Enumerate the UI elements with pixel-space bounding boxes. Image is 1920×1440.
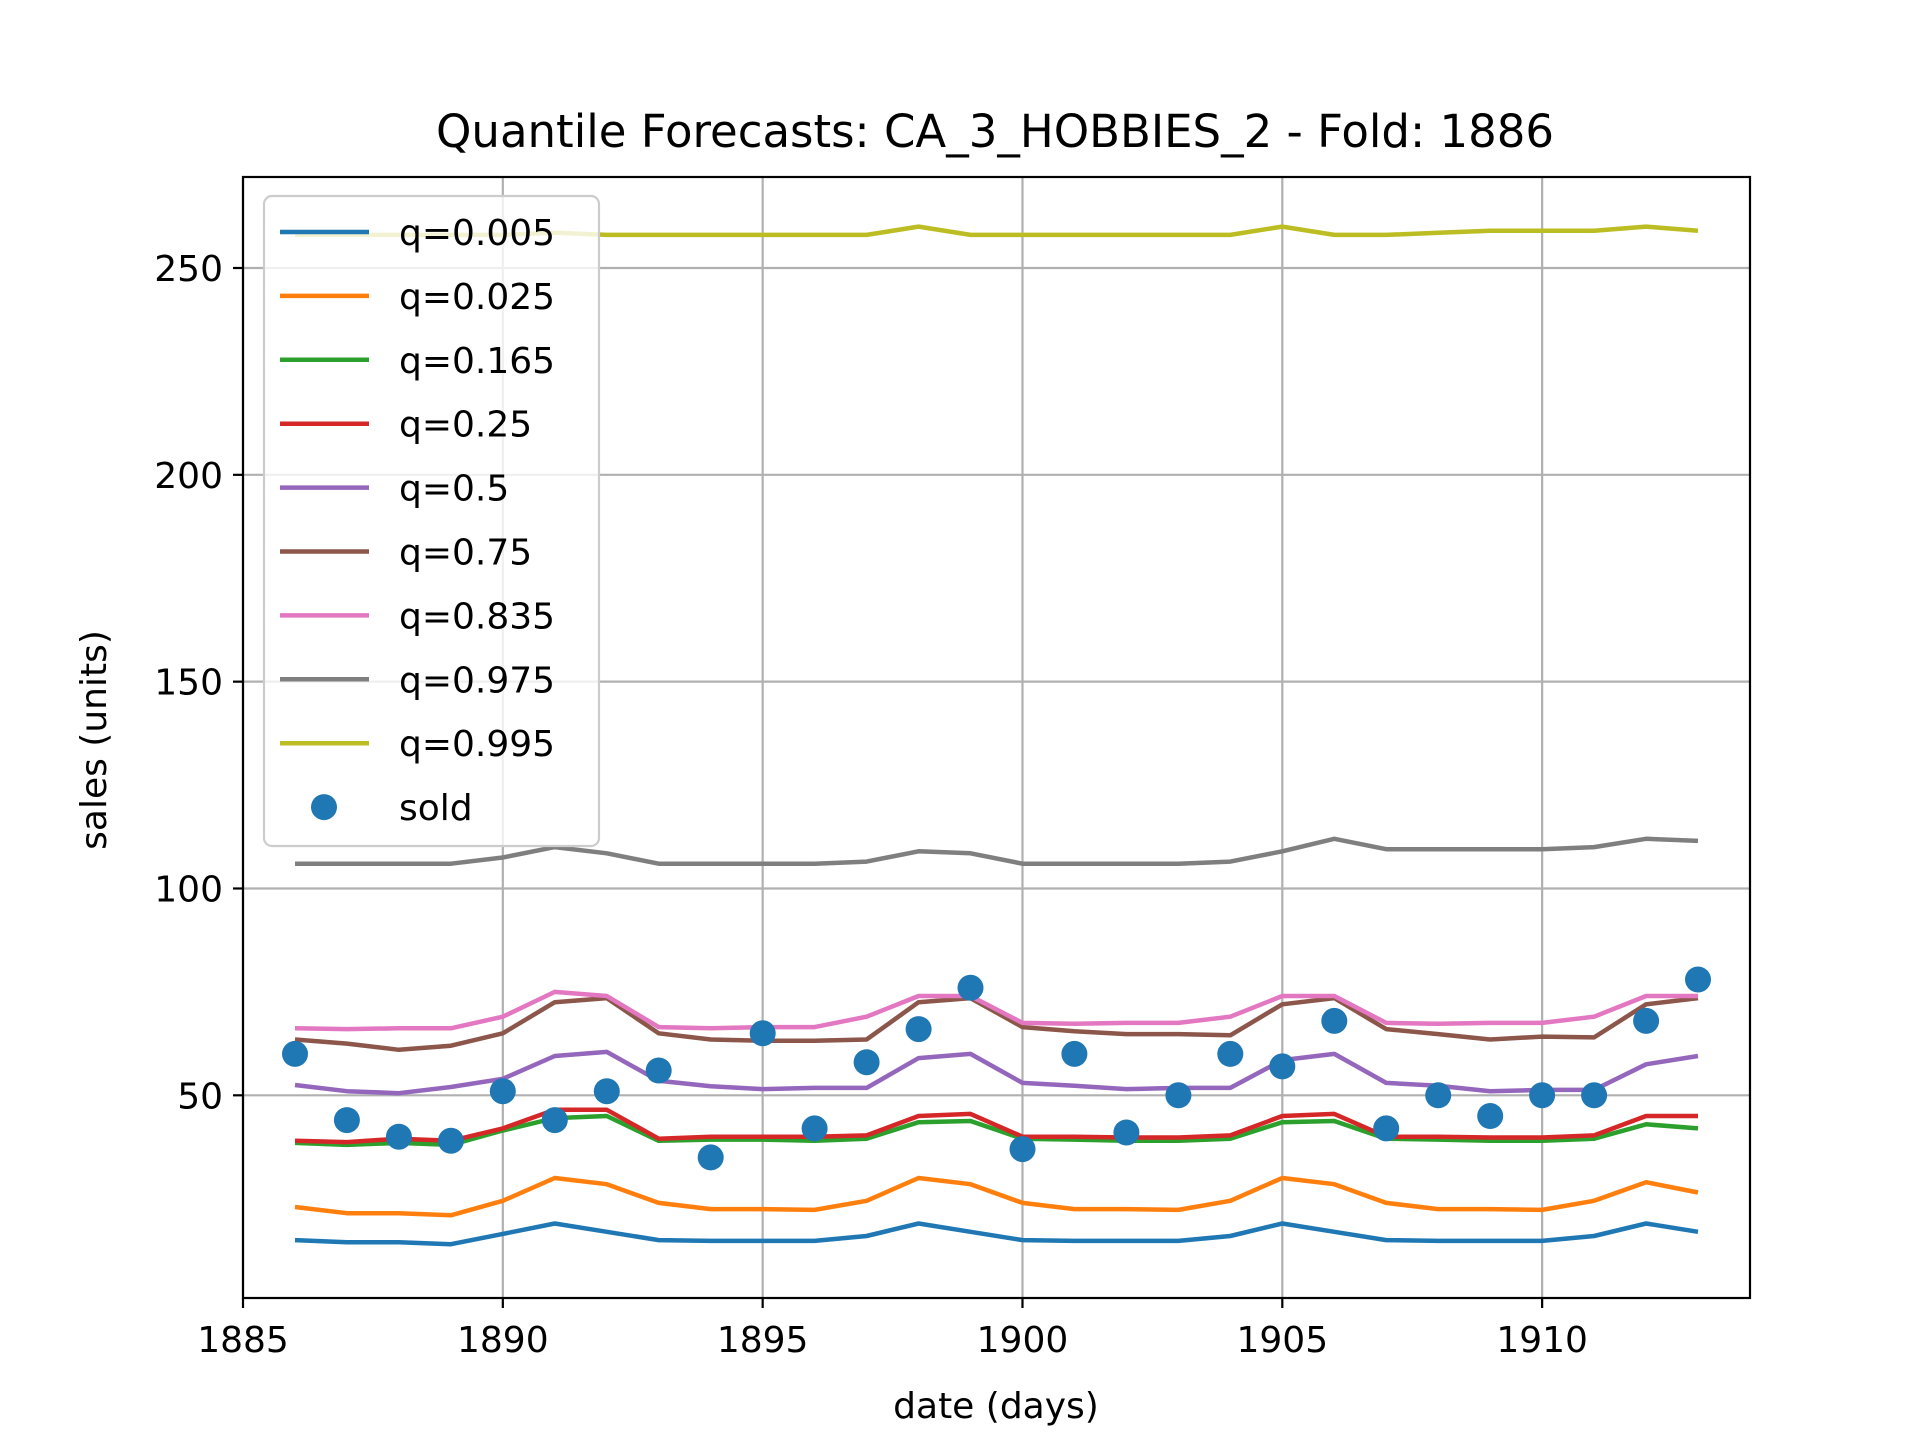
axis-ticks: 1885 1890 1895 1900 1905 1910 50 100 150 200 250 (154, 249, 1588, 1361)
legend-label: q=0.835 (399, 596, 555, 637)
legend-label: q=0.005 (399, 213, 555, 254)
plot-frame (241, 175, 1752, 1300)
x-tick-label: 1900 (977, 1320, 1069, 1361)
legend-label: q=0.995 (399, 724, 555, 765)
x-axis-label: date (days) (893, 1386, 1099, 1427)
x-tick-label: 1910 (1496, 1320, 1588, 1361)
series-lines (294, 224, 1699, 1247)
sold-point (437, 1127, 464, 1154)
legend-label: q=0.25 (399, 405, 532, 446)
legend-label: q=0.5 (399, 469, 509, 510)
legend: q=0.005 q=0.025 q=0.165 q=0.25 q=0.5 q=0.75 q=… (262, 194, 601, 848)
sold-point (1269, 1053, 1296, 1080)
sold-point (853, 1049, 880, 1076)
sold-point (1633, 1007, 1660, 1034)
sold-point (697, 1144, 724, 1171)
sold-point (593, 1078, 620, 1105)
sold-point (1113, 1119, 1140, 1146)
sold-points (282, 966, 1711, 1171)
sold-point (1529, 1082, 1556, 1109)
sold-point (282, 1040, 308, 1067)
legend-item: q=0.25 (280, 405, 532, 446)
legend-item: q=0.995 (280, 724, 555, 765)
legend-swatch (311, 794, 337, 821)
legend-item: sold (311, 788, 473, 829)
sold-point (1425, 1082, 1452, 1109)
legend-label: q=0.75 (399, 533, 532, 574)
y-tick-label: 100 (154, 869, 223, 910)
y-tick-label: 200 (154, 456, 223, 497)
legend-label: q=0.975 (399, 660, 555, 701)
sold-point (1321, 1007, 1348, 1034)
sold-point (333, 1107, 360, 1134)
sold-point (1685, 966, 1711, 993)
sold-point (1581, 1082, 1608, 1109)
sold-point (1009, 1136, 1036, 1163)
legend-item: q=0.165 (280, 341, 555, 382)
legend-item: q=0.75 (280, 533, 532, 574)
x-tick-label: 1885 (197, 1320, 289, 1361)
series-line-q=0.75 (294, 995, 1699, 1053)
sold-point (1477, 1103, 1504, 1129)
y-axis-label: sales (units) (74, 630, 115, 850)
series-line-q=0.835 (294, 989, 1698, 1032)
sold-point (1165, 1082, 1192, 1109)
y-tick-label: 250 (154, 249, 223, 290)
sold-point (1061, 1040, 1088, 1067)
series-line-q=0.975 (295, 836, 1699, 866)
series-line-q=0.025 (294, 1175, 1699, 1218)
x-tick-label: 1890 (457, 1320, 549, 1361)
legend-item: q=0.975 (280, 660, 555, 701)
sold-point (801, 1115, 828, 1142)
chart-title: Quantile Forecasts: CA_3_HOBBIES_2 - Fol… (436, 105, 1554, 158)
legend-label: sold (399, 788, 473, 829)
legend-item: q=0.025 (280, 277, 555, 318)
legend-item: q=0.5 (280, 469, 509, 510)
y-tick-label: 150 (154, 663, 223, 704)
y-tick-label: 50 (177, 1076, 223, 1117)
series-line-q=0.5 (294, 1049, 1699, 1096)
sold-point (541, 1107, 568, 1134)
sold-point (645, 1057, 672, 1084)
legend-label: q=0.165 (399, 341, 555, 382)
series-line-q=0.165 (294, 1113, 1699, 1148)
legend-label: q=0.025 (399, 277, 555, 318)
legend-item: q=0.005 (280, 213, 555, 254)
series-line-q=0.005 (294, 1221, 1699, 1247)
sold-point (385, 1123, 412, 1150)
sold-point (905, 1016, 932, 1043)
sold-point (489, 1078, 516, 1105)
sold-point (1217, 1040, 1244, 1067)
sold-point (1373, 1115, 1400, 1142)
x-tick-label: 1895 (717, 1320, 809, 1361)
sold-point (749, 1020, 776, 1047)
legend-item: q=0.835 (280, 596, 555, 637)
x-tick-label: 1905 (1236, 1320, 1328, 1361)
series-line-q=0.25 (294, 1107, 1698, 1145)
sold-point (957, 974, 984, 1001)
